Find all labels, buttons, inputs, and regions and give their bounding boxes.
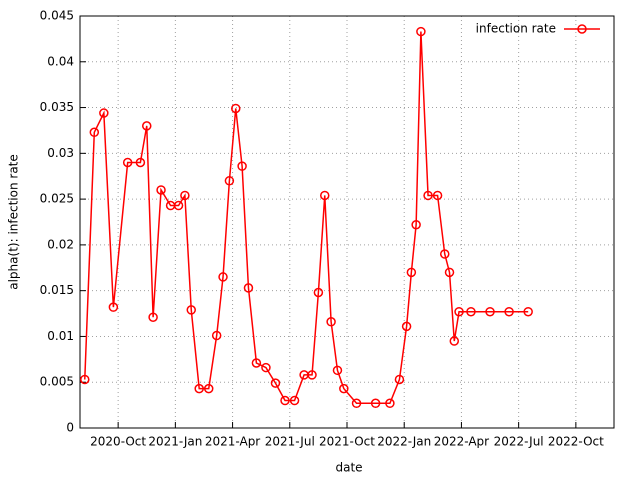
point — [135, 157, 146, 168]
point — [156, 185, 166, 195]
point — [320, 190, 330, 201]
point — [401, 321, 412, 332]
point — [523, 306, 533, 317]
x-tick-label: 2022-Jul — [494, 435, 544, 449]
point — [432, 190, 443, 201]
point — [326, 317, 336, 327]
point — [307, 370, 317, 380]
point — [194, 383, 204, 394]
x-axis-label: date — [335, 461, 362, 475]
y-tick-label: 0.005 — [40, 375, 74, 389]
x-tick-label: 2021-Oct — [319, 435, 375, 449]
y-tick-label: 0.045 — [40, 9, 74, 23]
point — [142, 121, 152, 131]
y-tick-label: 0.035 — [40, 100, 74, 114]
legend-label: infection rate — [476, 22, 556, 36]
x-tick-label: 2022-Apr — [434, 435, 489, 449]
point — [173, 200, 184, 211]
point — [211, 330, 222, 341]
point — [243, 283, 254, 293]
point — [370, 398, 381, 409]
x-tick-label: 2021-Jan — [148, 435, 202, 449]
point — [439, 249, 450, 259]
plot-frame — [79, 15, 615, 429]
point — [289, 395, 300, 406]
y-tick-label: 0.02 — [47, 237, 74, 251]
point — [224, 176, 235, 186]
point — [237, 161, 247, 171]
x-tick-label: 2021-Apr — [205, 435, 260, 449]
point — [339, 383, 349, 394]
y-tick-label: 0.015 — [40, 283, 74, 297]
point — [449, 336, 460, 346]
point — [406, 267, 417, 278]
point — [385, 398, 395, 409]
point — [394, 374, 405, 385]
point — [186, 305, 196, 315]
y-tick-label: 0.03 — [47, 146, 74, 160]
series-line — [84, 31, 529, 405]
point — [280, 395, 290, 406]
x-tick-label: 2021-Jul — [265, 435, 315, 449]
point — [89, 127, 100, 138]
x-tick-label: 2020-Oct — [90, 435, 146, 449]
point — [203, 383, 214, 394]
point — [504, 306, 514, 317]
y-axis-label: alpha(t): infection rate — [7, 154, 21, 290]
y-tick-label: 0.01 — [47, 329, 74, 343]
point — [313, 287, 324, 298]
point — [80, 374, 90, 385]
point — [99, 108, 109, 118]
point — [444, 267, 455, 278]
point — [251, 358, 262, 368]
y-tick-label: 0 — [66, 421, 74, 435]
point — [218, 272, 228, 282]
point — [270, 378, 281, 388]
point — [423, 190, 433, 201]
point — [122, 157, 133, 168]
y-tick-label: 0.025 — [40, 192, 74, 206]
legend-marker — [577, 24, 587, 34]
point — [231, 103, 241, 114]
point — [416, 26, 426, 37]
point — [351, 398, 362, 409]
point — [148, 312, 158, 322]
x-tick-label: 2022-Jan — [377, 435, 431, 449]
point — [454, 306, 464, 317]
point — [332, 365, 343, 376]
x-tick-label: 2022-Oct — [548, 435, 604, 449]
point — [108, 302, 119, 312]
point — [485, 306, 495, 317]
point — [261, 362, 271, 373]
point — [411, 219, 421, 230]
point — [180, 190, 190, 201]
y-tick-label: 0.04 — [47, 54, 74, 68]
point — [466, 306, 476, 317]
